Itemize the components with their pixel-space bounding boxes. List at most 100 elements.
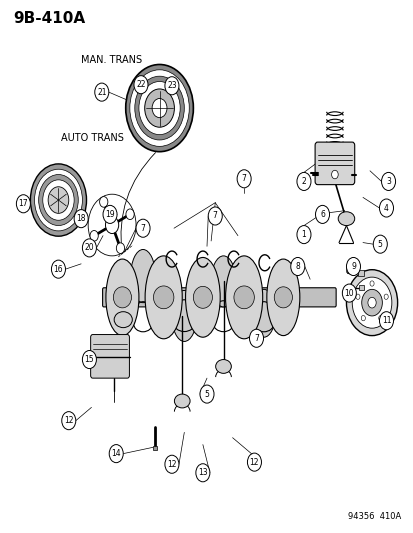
Text: 19: 19	[105, 210, 114, 219]
Text: 9B-410A: 9B-410A	[13, 11, 85, 26]
Text: 9: 9	[350, 262, 355, 271]
Circle shape	[134, 76, 147, 94]
Text: 12: 12	[249, 458, 259, 466]
Text: 17: 17	[19, 199, 28, 208]
Ellipse shape	[145, 256, 182, 339]
Text: 23: 23	[167, 81, 176, 90]
Text: 7: 7	[241, 174, 246, 183]
Circle shape	[346, 257, 360, 276]
Circle shape	[126, 209, 134, 220]
Circle shape	[34, 169, 82, 231]
Circle shape	[51, 260, 65, 278]
Circle shape	[116, 243, 124, 254]
Circle shape	[62, 411, 76, 430]
Circle shape	[17, 195, 30, 213]
Text: MAN. TRANS: MAN. TRANS	[81, 55, 142, 65]
Circle shape	[136, 219, 150, 237]
Circle shape	[379, 312, 392, 330]
FancyBboxPatch shape	[357, 270, 363, 276]
Circle shape	[109, 445, 123, 463]
Text: 20: 20	[84, 244, 94, 253]
Text: 3: 3	[385, 177, 390, 186]
Text: 12: 12	[64, 416, 74, 425]
Circle shape	[379, 199, 392, 217]
Ellipse shape	[215, 360, 231, 373]
Text: 7: 7	[254, 334, 258, 343]
Circle shape	[290, 257, 304, 276]
Circle shape	[237, 169, 251, 188]
Circle shape	[90, 230, 98, 241]
Ellipse shape	[113, 287, 131, 308]
Circle shape	[199, 385, 214, 403]
Text: 7: 7	[140, 224, 145, 233]
Circle shape	[152, 99, 166, 118]
Circle shape	[95, 83, 109, 101]
FancyBboxPatch shape	[90, 335, 129, 378]
Text: 22: 22	[136, 80, 145, 89]
Circle shape	[105, 216, 119, 233]
Text: 10: 10	[344, 288, 353, 297]
Circle shape	[331, 170, 337, 179]
Circle shape	[103, 205, 117, 223]
Ellipse shape	[225, 256, 262, 339]
Circle shape	[100, 197, 108, 207]
Ellipse shape	[153, 286, 173, 309]
FancyBboxPatch shape	[314, 142, 354, 184]
Ellipse shape	[106, 259, 139, 336]
FancyBboxPatch shape	[358, 285, 363, 290]
Circle shape	[164, 455, 178, 473]
Ellipse shape	[233, 286, 254, 309]
Circle shape	[145, 89, 174, 127]
Text: 7: 7	[212, 212, 217, 221]
Ellipse shape	[273, 287, 292, 308]
Text: 14: 14	[111, 449, 121, 458]
Ellipse shape	[185, 257, 220, 337]
Circle shape	[48, 187, 69, 213]
Text: 1: 1	[301, 230, 306, 239]
Circle shape	[164, 77, 178, 95]
Circle shape	[373, 235, 387, 253]
Circle shape	[195, 464, 209, 482]
Text: 4: 4	[383, 204, 388, 213]
Text: 5: 5	[377, 240, 382, 249]
Circle shape	[342, 284, 356, 302]
Text: AUTO TRANS: AUTO TRANS	[60, 133, 123, 143]
Text: 11: 11	[381, 316, 390, 325]
Circle shape	[367, 297, 375, 308]
FancyBboxPatch shape	[102, 288, 335, 307]
FancyBboxPatch shape	[153, 446, 157, 450]
Circle shape	[296, 172, 310, 190]
Text: 5: 5	[204, 390, 209, 399]
Text: 6: 6	[319, 210, 324, 219]
Ellipse shape	[131, 249, 155, 303]
Text: 13: 13	[197, 469, 207, 477]
Circle shape	[38, 174, 78, 225]
Ellipse shape	[252, 289, 275, 337]
Text: 94356  410A: 94356 410A	[347, 512, 400, 521]
Circle shape	[130, 70, 189, 147]
Circle shape	[43, 180, 74, 220]
Text: 2: 2	[301, 177, 306, 186]
Circle shape	[361, 289, 382, 316]
Ellipse shape	[114, 312, 132, 328]
Ellipse shape	[337, 212, 354, 225]
Circle shape	[126, 64, 193, 152]
Circle shape	[351, 277, 391, 328]
Circle shape	[296, 225, 310, 244]
Circle shape	[315, 205, 329, 223]
Circle shape	[208, 207, 222, 225]
Text: 12: 12	[167, 460, 176, 469]
Text: 16: 16	[54, 265, 63, 273]
Circle shape	[249, 329, 263, 348]
Circle shape	[135, 76, 184, 140]
Circle shape	[346, 270, 396, 336]
Circle shape	[82, 351, 96, 368]
Text: 8: 8	[295, 262, 299, 271]
Circle shape	[139, 82, 180, 135]
Circle shape	[247, 453, 261, 471]
Circle shape	[82, 239, 96, 257]
Circle shape	[74, 209, 88, 228]
Ellipse shape	[174, 394, 190, 408]
Ellipse shape	[193, 286, 212, 308]
Text: 18: 18	[76, 214, 85, 223]
